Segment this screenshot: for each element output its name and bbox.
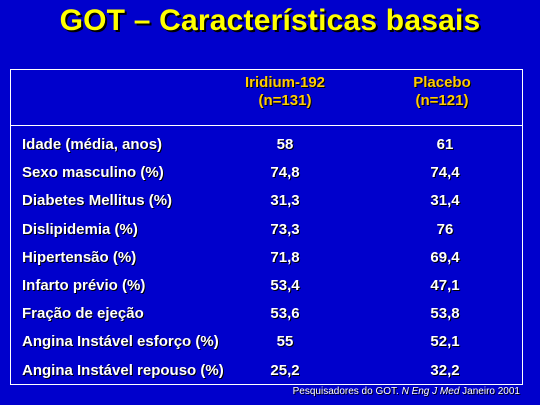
column-name-placebo: Placebo	[413, 74, 471, 91]
table-row: Infarto prévio (%) 53,4 47,1	[22, 276, 512, 296]
iridium-value: 31,3	[270, 192, 300, 210]
column-n-iridium: (n=131)	[258, 92, 312, 109]
iridium-value: 25,2	[270, 361, 300, 379]
iridium-value: 58	[276, 136, 294, 153]
citation-footer: Pesquisadores do GOT. N Eng J Med Janeir…	[293, 386, 520, 397]
header-divider	[10, 125, 523, 126]
placebo-value: 31,4	[430, 192, 460, 210]
placebo-value: 32,2	[430, 361, 460, 379]
column-header-iridium: Iridium-192 (n=131)	[225, 74, 345, 110]
table-row: Sexo masculino (%) 74,8 74,4	[22, 163, 512, 183]
table-row: Fração de ejeção 53,6 53,8	[22, 304, 512, 324]
iridium-value: 73,3	[270, 220, 300, 238]
column-name-iridium: Iridium-192	[244, 74, 326, 91]
iridium-value: 71,8	[270, 248, 300, 266]
row-label: Hipertensão (%)	[22, 248, 137, 266]
table-frame	[10, 69, 523, 385]
row-label: Fração de ejeção	[22, 305, 144, 323]
iridium-value: 53,6	[270, 305, 300, 323]
row-label: Infarto prévio (%)	[22, 277, 146, 294]
iridium-value: 74,8	[270, 164, 300, 182]
table-row: Diabetes Mellitus (%) 31,3 31,4	[22, 191, 512, 211]
placebo-value: 52,1	[430, 333, 460, 351]
footer-suffix: Janeiro 2001	[459, 386, 520, 397]
placebo-value: 53,8	[430, 305, 460, 323]
row-label: Diabetes Mellitus (%)	[22, 192, 173, 210]
row-label: Idade (média, anos)	[22, 136, 163, 153]
iridium-value: 55	[276, 333, 294, 351]
slide-title: GOT – Características basais	[59, 4, 481, 37]
placebo-value: 76	[436, 220, 454, 238]
table-row: Hipertensão (%) 71,8 69,4	[22, 248, 512, 268]
footer-prefix: Pesquisadores do GOT.	[292, 386, 402, 397]
row-label: Angina Instável repouso (%)	[22, 361, 224, 379]
placebo-value: 69,4	[430, 248, 460, 266]
row-label: Angina Instável esforço (%)	[22, 333, 219, 351]
table-row: Idade (média, anos) 58 61	[22, 135, 512, 155]
table-row: Dislipidemia (%) 73,3 76	[22, 220, 512, 240]
row-label: Sexo masculino (%)	[22, 164, 164, 182]
placebo-value: 61	[436, 136, 454, 153]
table-row: Angina Instável repouso (%) 25,2 32,2	[22, 361, 512, 381]
column-n-placebo: (n=121)	[415, 92, 469, 109]
column-header-placebo: Placebo (n=121)	[382, 74, 502, 110]
placebo-value: 74,4	[430, 164, 460, 182]
placebo-value: 47,1	[430, 277, 460, 294]
table-row: Angina Instável esforço (%) 55 52,1	[22, 332, 512, 352]
row-label: Dislipidemia (%)	[22, 220, 138, 238]
iridium-value: 53,4	[270, 277, 300, 294]
footer-journal: N Eng J Med	[401, 386, 460, 397]
